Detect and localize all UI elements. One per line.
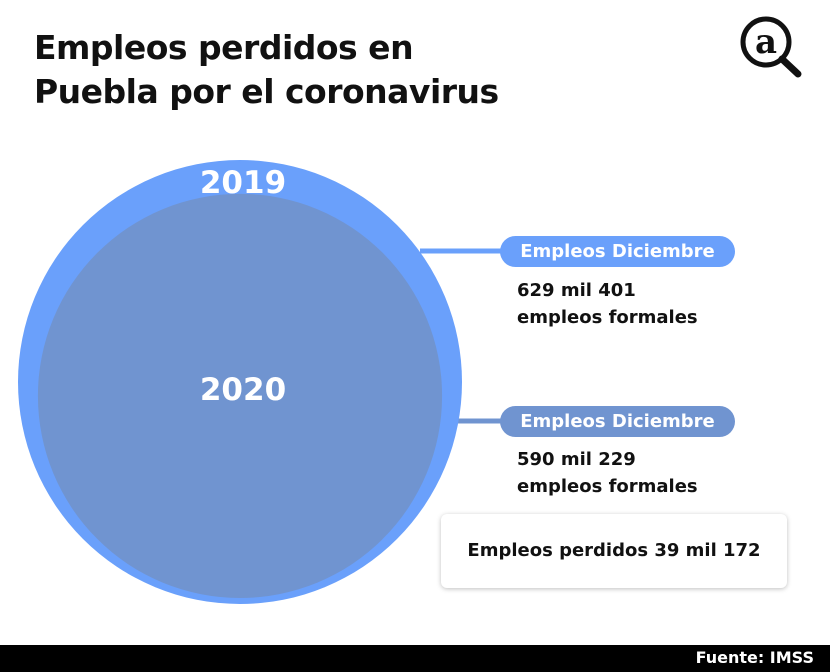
- bubble-label-2020: 2020: [200, 372, 286, 408]
- value-2019-unit: empleos formales: [517, 307, 698, 328]
- bubble-label-2019: 2019: [200, 165, 286, 201]
- footer: Fuente: IMSS: [0, 645, 830, 672]
- lost-jobs-annotation: Empleos perdidos 39 mil 172: [441, 514, 787, 588]
- magnifier-logo-icon: a: [740, 16, 802, 78]
- svg-text:a: a: [755, 22, 777, 62]
- bubble-chart: 2019 2020: [18, 160, 505, 604]
- value-2020: 590 mil 229 empleos formales: [517, 446, 698, 500]
- pill-2020: Empleos Diciembre: [500, 406, 735, 437]
- title-line-1: Empleos perdidos en: [34, 28, 414, 67]
- page-title: Empleos perdidos en Puebla por el corona…: [34, 26, 499, 114]
- source-text: Fuente: IMSS: [695, 648, 814, 667]
- value-2019-number: 629 mil 401: [517, 280, 636, 301]
- value-2020-unit: empleos formales: [517, 476, 698, 497]
- value-2020-number: 590 mil 229: [517, 449, 636, 470]
- value-2019: 629 mil 401 empleos formales: [517, 277, 698, 331]
- bubble-2020: [37, 193, 443, 598]
- title-line-2: Puebla por el coronavirus: [34, 72, 499, 111]
- pill-2019: Empleos Diciembre: [500, 236, 735, 267]
